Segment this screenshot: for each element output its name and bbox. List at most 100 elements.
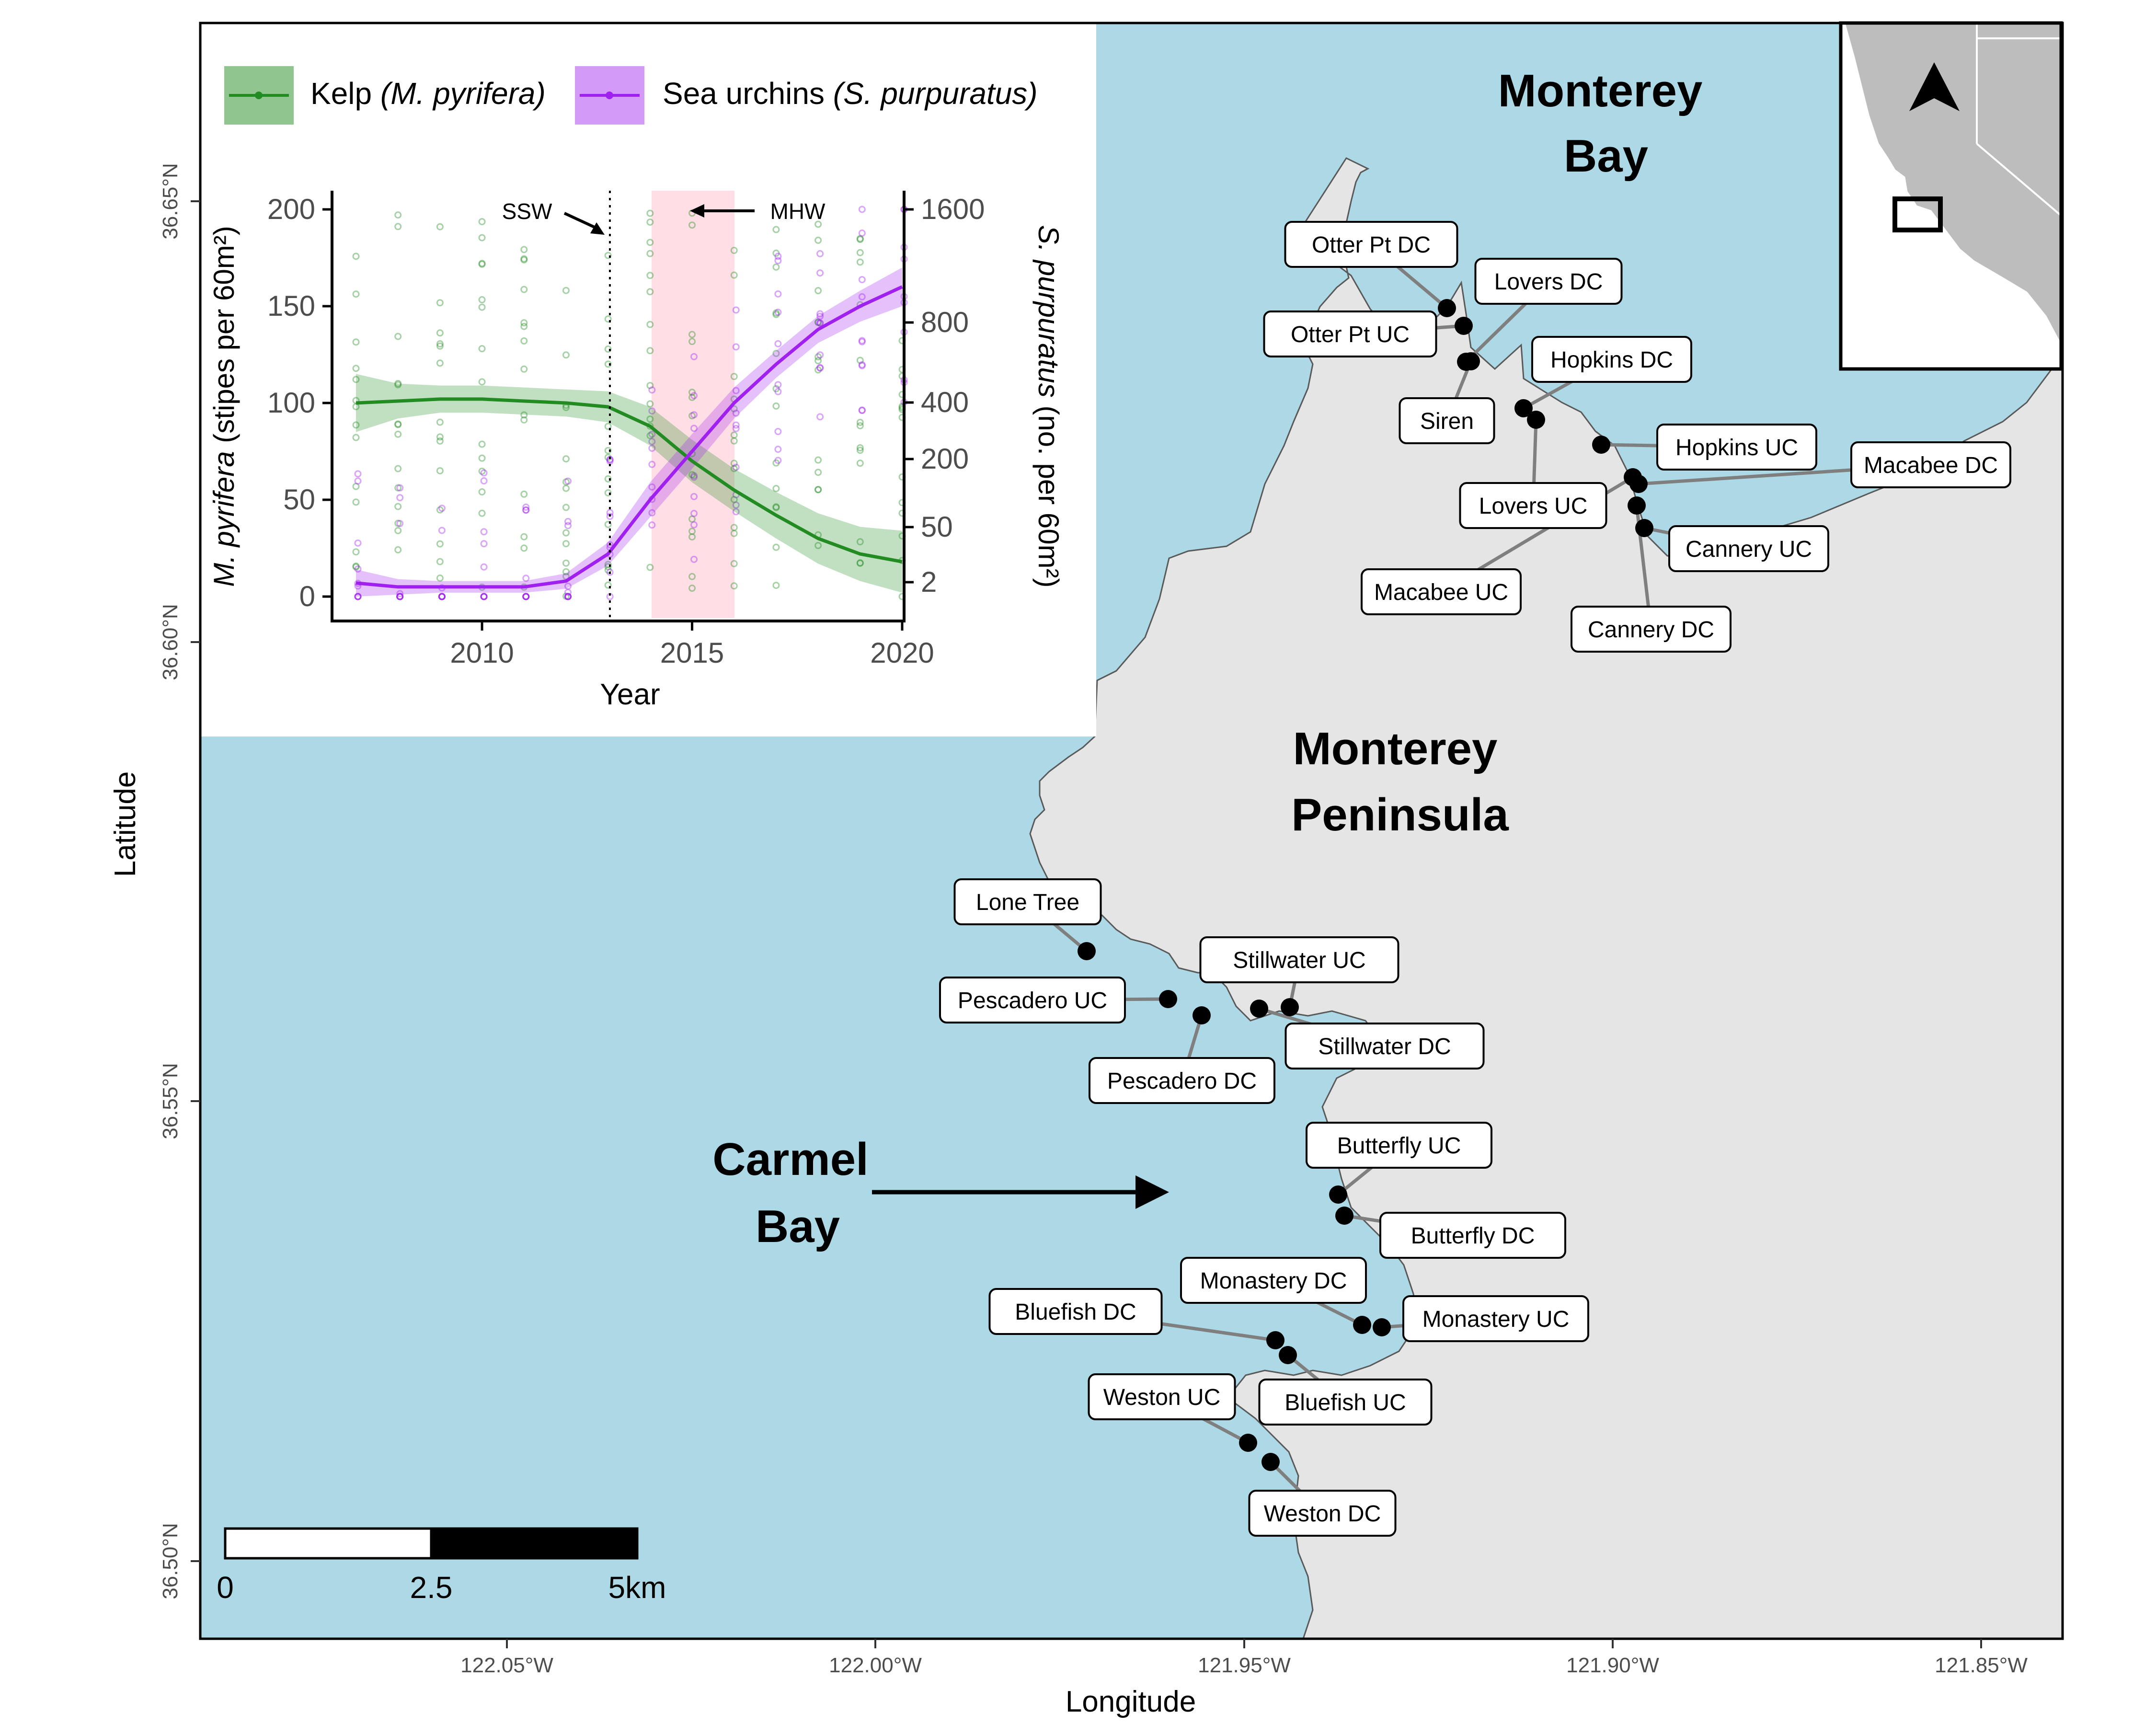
kelp-observation (604, 423, 612, 430)
site-label: Bluefish UC (1258, 1379, 1433, 1426)
kelp-observation (772, 350, 780, 357)
urchin-observation (816, 312, 824, 320)
chart-left-axis-title: M. pyrifera (stipes per 60m²) (208, 226, 240, 587)
urchin-observation (606, 568, 614, 576)
kelp-observation (856, 258, 864, 266)
site-label-text: Cannery DC (1588, 617, 1714, 643)
urchin-observation (480, 477, 488, 485)
kelp-observation (604, 360, 612, 368)
site-point (1628, 496, 1646, 515)
urchin-observation (690, 425, 698, 432)
carmel-bay-arrow (872, 1175, 1169, 1209)
y-axis (191, 200, 200, 1562)
kelp-observation (352, 563, 360, 571)
kelp-observation (604, 475, 612, 483)
site-label: Cannery DC (1571, 606, 1732, 653)
urchin-observation (522, 593, 530, 600)
region-label-monterey-bay: Monterey (1498, 65, 1703, 116)
urchin-observation (774, 290, 782, 298)
kelp-observation (562, 484, 570, 492)
urchin-observation (564, 593, 572, 600)
chart-legend: Kelp (M. pyrifera) Sea urchins (S. purpu… (224, 66, 1038, 125)
urchin-observation (480, 528, 488, 536)
kelp-observation (646, 209, 654, 217)
kelp-observation (772, 310, 780, 318)
x-tick-label: 122.05°W (460, 1654, 553, 1677)
mhw-shading (652, 191, 734, 618)
x-tick-label: 121.85°W (1935, 1654, 2028, 1677)
kelp-observation (604, 520, 612, 528)
urchin-observation (354, 565, 362, 573)
urchin-observation (858, 293, 866, 300)
urchin-observation (480, 593, 488, 600)
kelp-observation (394, 519, 402, 527)
urchin-observation (774, 457, 782, 464)
kelp-observation (562, 592, 570, 600)
kelp-observation (562, 455, 570, 463)
kelp-observation (520, 365, 528, 373)
chart-left-tick-label: 50 (283, 483, 315, 516)
site-label: Pescadero DC (1089, 1057, 1275, 1104)
urchin-observation (690, 472, 698, 480)
kelp-observation (436, 359, 444, 367)
urchin-observation (396, 520, 404, 528)
kelp-observation (604, 489, 612, 497)
site-label-text: Stillwater DC (1318, 1034, 1451, 1059)
urchin-observation (606, 513, 614, 520)
kelp-observation (520, 544, 528, 552)
site-point (1078, 942, 1096, 960)
site-label: Lovers UC (1459, 482, 1607, 529)
chart-x-axis-title: Year (600, 678, 660, 711)
ssw-arrow-head (590, 222, 605, 235)
site-label: Monastery UC (1402, 1295, 1589, 1342)
site-label-text: Otter Pt DC (1312, 232, 1431, 258)
region-label-peninsula: Peninsula (1291, 789, 1509, 840)
site-point (1624, 468, 1642, 486)
site-label: Bluefish DC (988, 1288, 1163, 1335)
kelp-observation (646, 400, 654, 408)
inset-land (1844, 22, 2062, 345)
urchin-observation (396, 494, 404, 502)
kelp-observation (772, 402, 780, 410)
urchin-observation (732, 508, 740, 516)
kelp-observation (730, 431, 738, 439)
kelp-observation (688, 533, 696, 540)
urchin-observation (732, 387, 740, 394)
urchin-observation (396, 593, 404, 600)
kelp-observation (436, 506, 444, 514)
chart-right-axis-title: S. purpuratus (no. per 60m²) (1032, 225, 1065, 587)
urchin-observation (816, 351, 824, 359)
site-label-text: Hopkins UC (1675, 435, 1798, 460)
site-label-text: Lovers UC (1479, 494, 1588, 519)
urchin-observation (564, 588, 572, 596)
urchin-observation (816, 310, 824, 318)
site-point (1635, 519, 1653, 537)
site-point (1250, 1000, 1268, 1018)
kelp-observation (856, 559, 864, 567)
kelp-observation (856, 538, 864, 546)
kelp-observation (772, 226, 780, 233)
kelp-observation (730, 373, 738, 380)
kelp-observation (688, 221, 696, 229)
urchin-observation (480, 469, 488, 477)
kelp-observation (688, 389, 696, 396)
urchin-observation (774, 388, 782, 395)
kelp-observation (856, 236, 864, 243)
site-label-text: Butterfly UC (1337, 1133, 1461, 1159)
kelp-observation (814, 319, 822, 326)
kelp-observation (352, 548, 360, 556)
kelp-observation (394, 381, 402, 389)
chart-left-tick-label: 200 (267, 193, 315, 225)
urchin-observation (522, 593, 530, 600)
kelp-observation (478, 303, 486, 311)
site-label: Cannery UC (1668, 525, 1829, 572)
y-tick-label: 36.50°N (159, 1523, 182, 1599)
kelp-observation (520, 246, 528, 253)
urchin-observation (480, 593, 488, 600)
kelp-observation (352, 483, 360, 490)
site-point (1329, 1185, 1347, 1204)
chart-right-tick-label: 400 (921, 386, 969, 418)
kelp-observation (856, 559, 864, 567)
kelp-trend-line (356, 397, 903, 564)
urchin-observation (480, 540, 488, 548)
